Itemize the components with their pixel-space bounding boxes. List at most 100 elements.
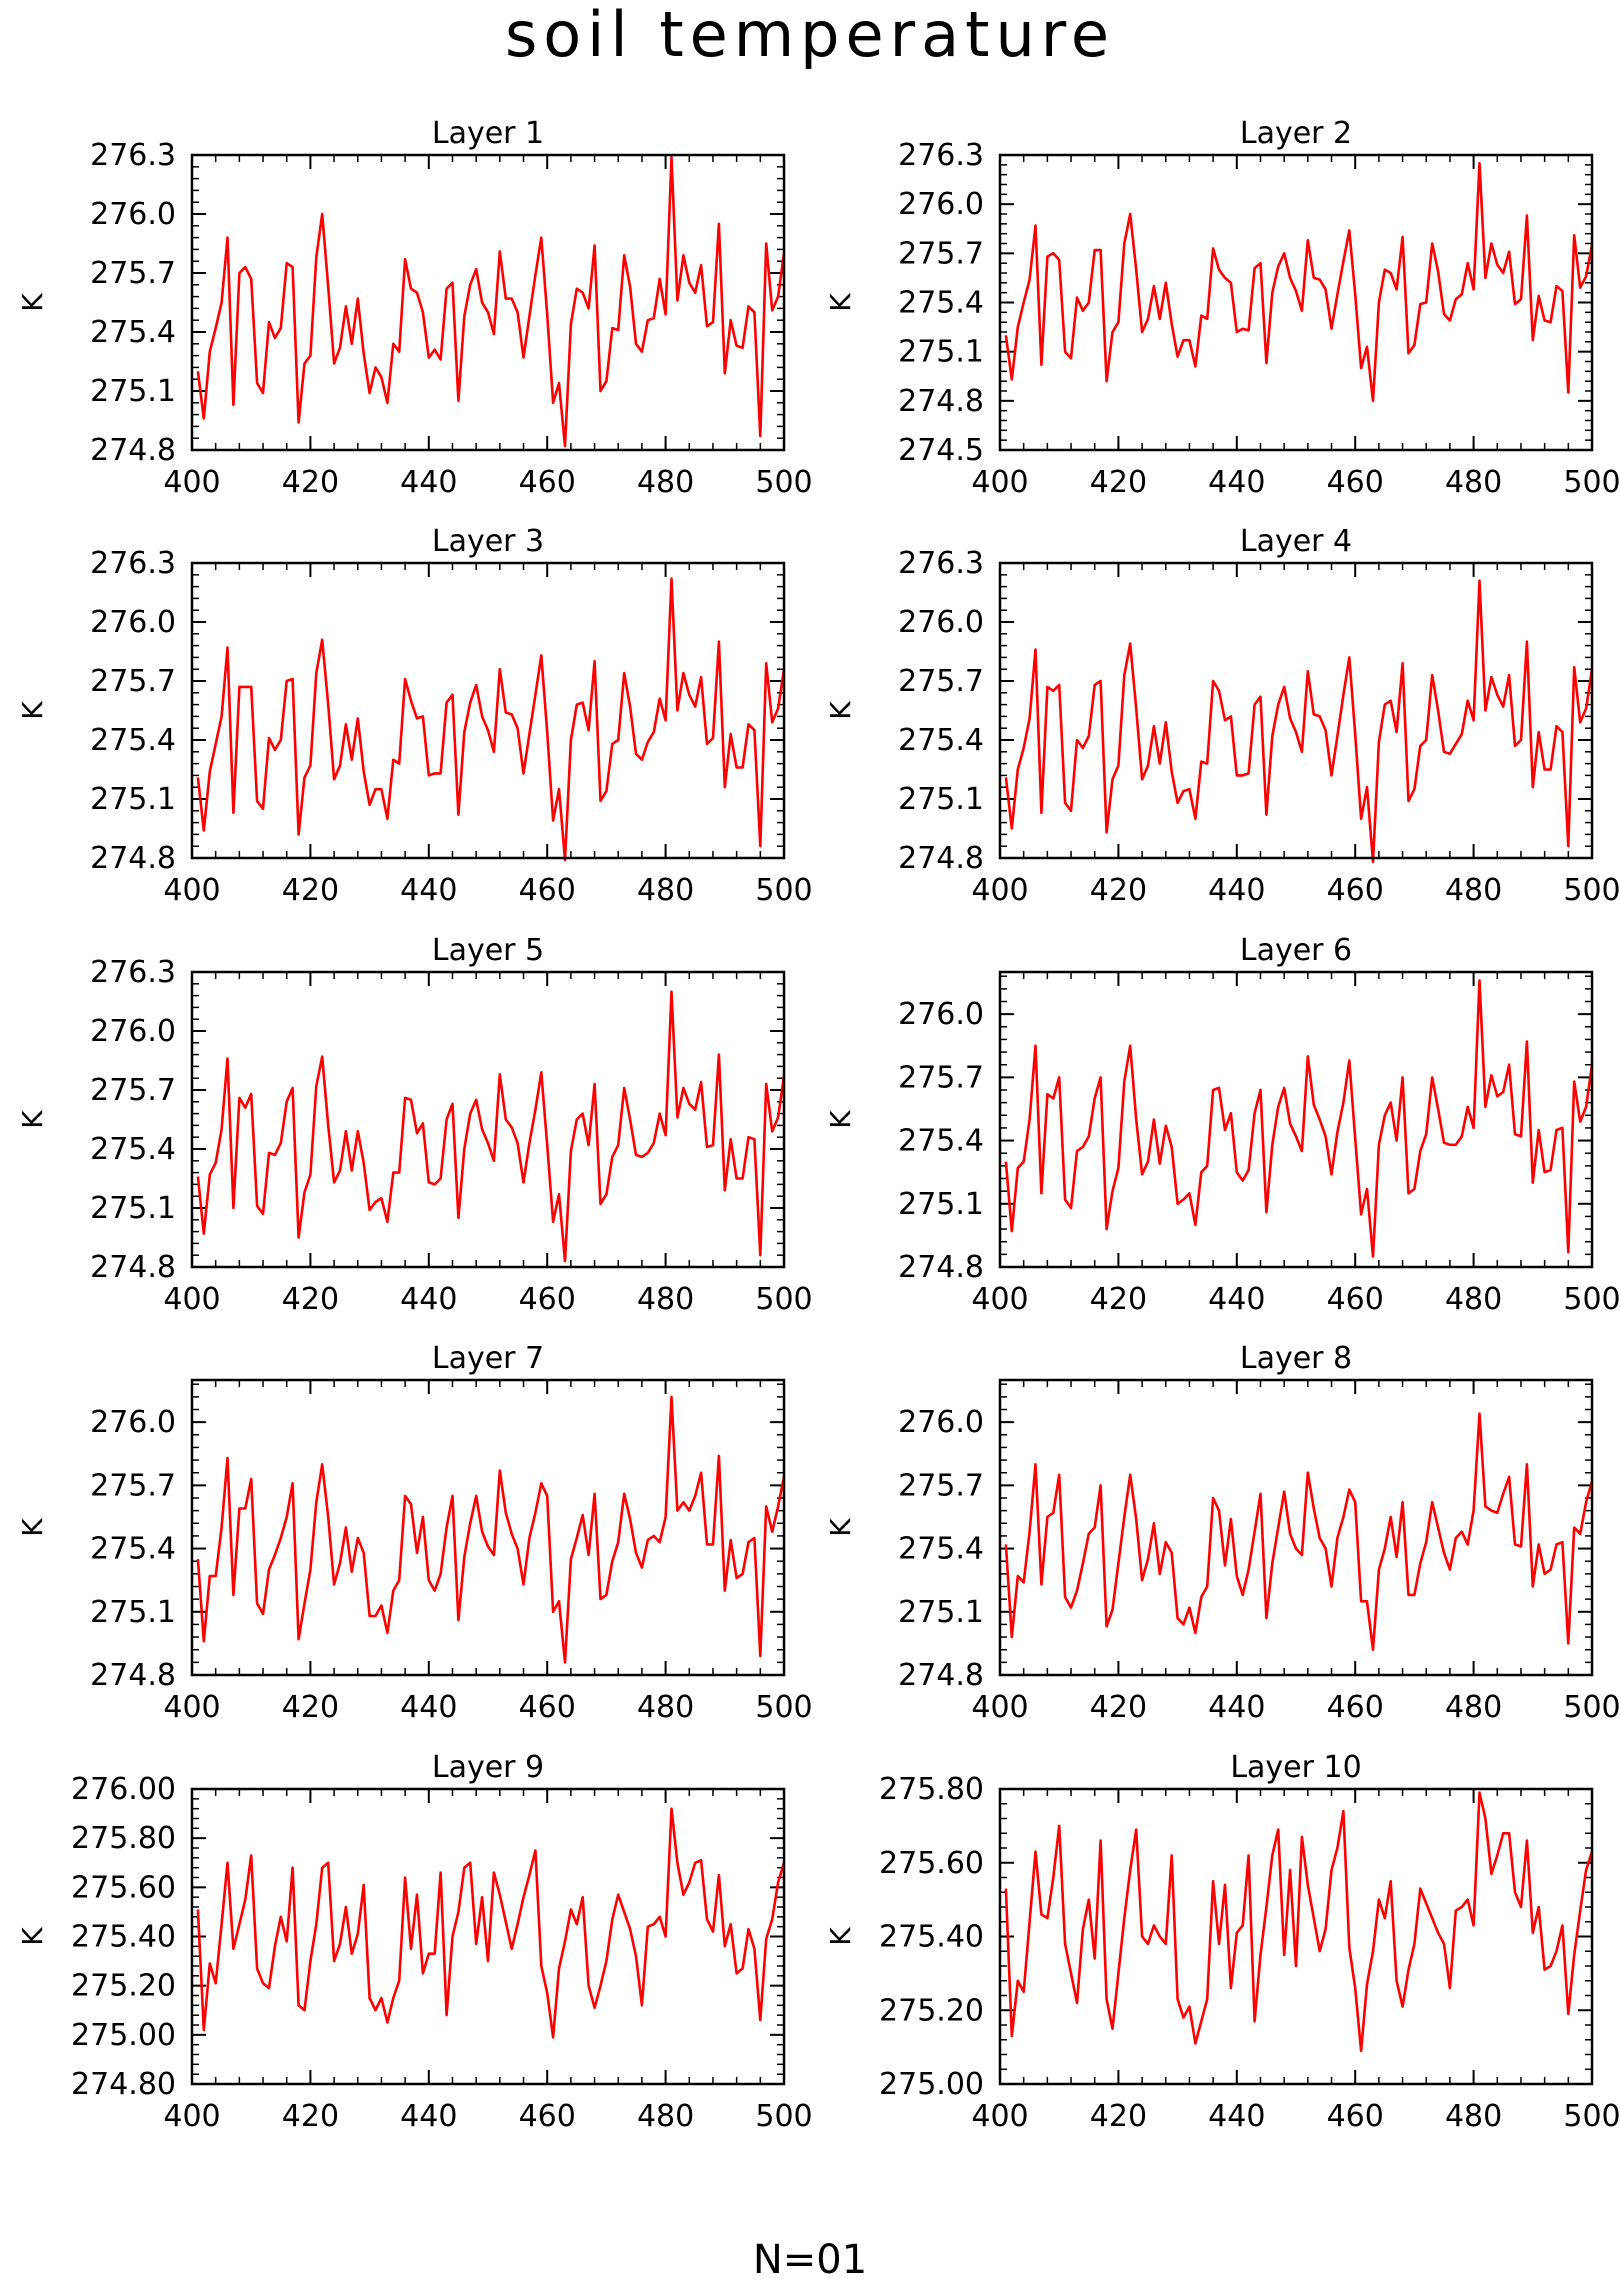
y-axis-label: K	[16, 701, 49, 720]
y-tick-label: 274.8	[90, 1658, 176, 1693]
y-tick-label: 275.40	[71, 1920, 176, 1955]
panel-4: Layer 4 K 400 420 440 460 480 500 274.8 275.1 275.…	[824, 524, 1620, 908]
y-tick-label: 275.4	[90, 1132, 176, 1167]
y-tick-label: 275.60	[71, 1870, 176, 1905]
y-tick-label: 275.7	[90, 1468, 176, 1503]
x-tick-label: 400	[971, 873, 1028, 908]
panel-9: Layer 9 K 400 420 440 460 480 500 274.80 275.00 27…	[16, 1750, 813, 2134]
x-tick-label: 460	[1327, 1690, 1384, 1725]
x-tick-label: 500	[755, 873, 812, 908]
y-tick-label: 275.4	[90, 723, 176, 758]
y-tick-label: 275.1	[898, 782, 984, 817]
y-tick-label: 275.1	[898, 1595, 984, 1630]
y-tick-label: 275.4	[90, 315, 176, 350]
x-tick-label: 500	[1563, 465, 1620, 500]
series-line	[1004, 161, 1594, 403]
y-tick-label: 275.80	[71, 1821, 176, 1856]
y-tick-label: 275.7	[90, 1073, 176, 1108]
x-tick-label: 480	[637, 465, 694, 500]
series-line	[196, 1395, 786, 1664]
y-axis-label: K	[824, 701, 857, 720]
figure-title: soil temperature	[504, 0, 1116, 71]
panel-title: Layer 3	[432, 524, 544, 559]
series-line	[196, 155, 786, 448]
panel-title: Layer 8	[1240, 1341, 1352, 1376]
x-tick-label: 460	[1327, 873, 1384, 908]
y-tick-label: 276.0	[898, 997, 984, 1032]
x-tick-label: 440	[1208, 2099, 1265, 2134]
x-tick-label: 420	[1090, 873, 1147, 908]
y-tick-label: 275.7	[898, 1060, 984, 1095]
x-tick-label: 420	[282, 1690, 339, 1725]
series-line	[1004, 979, 1594, 1258]
plot-frame	[998, 1787, 1594, 2086]
x-tick-label: 460	[519, 465, 576, 500]
y-tick-label: 274.8	[898, 384, 984, 419]
panel-title: Layer 4	[1240, 524, 1352, 559]
panel-title: Layer 6	[1240, 933, 1352, 968]
y-tick-label: 275.60	[879, 1846, 984, 1881]
x-tick-label: 440	[400, 1282, 457, 1317]
x-tick-label: 460	[519, 1282, 576, 1317]
series-line	[196, 1807, 786, 2039]
panel-title: Layer 9	[432, 1750, 544, 1785]
y-tick-label: 275.1	[90, 782, 176, 817]
y-tick-label: 276.3	[90, 955, 176, 990]
x-tick-label: 420	[1090, 1282, 1147, 1317]
y-tick-label: 275.7	[898, 236, 984, 271]
y-tick-label: 274.8	[90, 841, 176, 876]
plot-frame	[998, 561, 1594, 860]
x-tick-label: 480	[637, 2099, 694, 2134]
panel-title: Layer 1	[432, 116, 544, 151]
series-line	[196, 990, 786, 1263]
x-tick-label: 420	[1090, 1690, 1147, 1725]
plot-frame	[190, 1787, 786, 2086]
y-tick-label: 276.0	[90, 1014, 176, 1049]
y-tick-label: 275.7	[90, 664, 176, 699]
x-tick-label: 440	[1208, 1690, 1265, 1725]
series-line	[1004, 1412, 1594, 1651]
x-tick-label: 480	[1445, 873, 1502, 908]
y-axis-label: K	[16, 1110, 49, 1129]
y-tick-label: 276.0	[90, 1405, 176, 1440]
panel-title: Layer 10	[1230, 1750, 1361, 1785]
y-tick-label: 275.4	[90, 1532, 176, 1567]
y-tick-label: 275.20	[71, 1969, 176, 2004]
x-tick-label: 400	[163, 1690, 220, 1725]
panel-title: Layer 2	[1240, 116, 1352, 151]
x-tick-label: 440	[400, 2099, 457, 2134]
x-tick-label: 440	[1208, 1282, 1265, 1317]
x-tick-label: 460	[1327, 465, 1384, 500]
x-tick-label: 420	[282, 873, 339, 908]
x-tick-label: 440	[1208, 465, 1265, 500]
y-tick-label: 276.0	[90, 605, 176, 640]
y-tick-label: 274.80	[71, 2067, 176, 2102]
x-tick-label: 480	[1445, 465, 1502, 500]
series-line	[1004, 1791, 1594, 2053]
x-tick-label: 460	[1327, 1282, 1384, 1317]
y-tick-label: 275.7	[898, 1468, 984, 1503]
x-tick-label: 480	[1445, 1282, 1502, 1317]
x-tick-label: 460	[1327, 2099, 1384, 2134]
y-axis-label: K	[16, 1927, 49, 1946]
y-tick-label: 276.0	[90, 197, 176, 232]
x-tick-label: 400	[971, 1690, 1028, 1725]
x-tick-label: 400	[163, 1282, 220, 1317]
y-tick-label: 275.1	[898, 335, 984, 370]
x-tick-label: 500	[1563, 2099, 1620, 2134]
y-tick-label: 275.7	[90, 256, 176, 291]
x-tick-label: 480	[637, 1690, 694, 1725]
panel-6: Layer 6 K 400 420 440 460 480 500 274.8 275.1 275.…	[824, 933, 1620, 1317]
x-tick-label: 420	[282, 465, 339, 500]
plot-frame	[998, 153, 1594, 452]
x-tick-label: 460	[519, 873, 576, 908]
series-line	[196, 577, 786, 862]
x-tick-label: 480	[637, 1282, 694, 1317]
y-axis-label: K	[824, 1518, 857, 1537]
y-tick-label: 276.3	[90, 138, 176, 173]
y-tick-label: 275.1	[90, 1191, 176, 1226]
x-tick-label: 400	[971, 465, 1028, 500]
y-tick-label: 275.1	[898, 1187, 984, 1222]
